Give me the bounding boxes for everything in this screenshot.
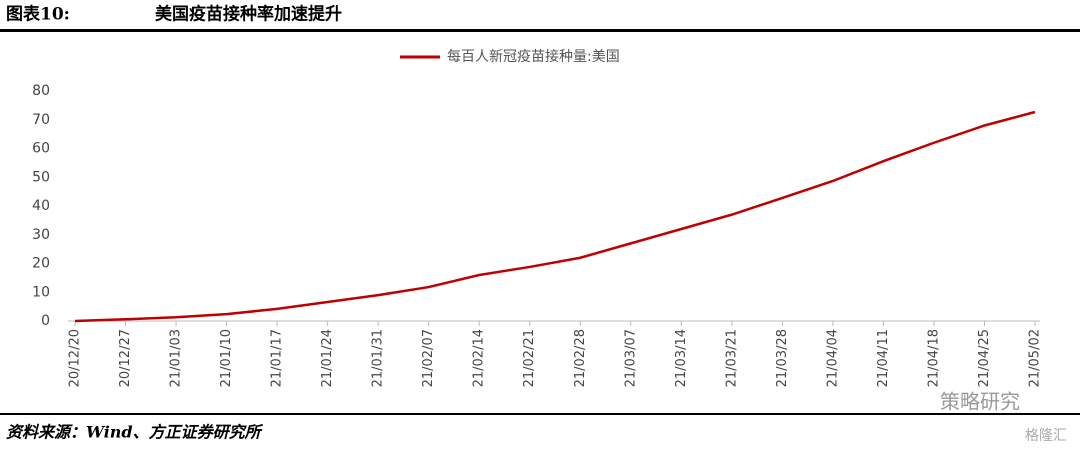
x-tick-label: 20/12/27 <box>118 329 133 387</box>
y-tick-label: 10 <box>32 284 50 300</box>
x-tick-label: 21/04/25 <box>977 329 992 387</box>
watermark-wechat: 策略研究 <box>940 390 1020 414</box>
figure-title: 美国疫苗接种率加速提升 <box>155 4 342 25</box>
y-tick-label: 0 <box>41 313 50 329</box>
y-tick-label: 60 <box>32 141 50 157</box>
y-tick-label: 80 <box>32 83 50 99</box>
x-tick-label: 21/01/24 <box>320 329 335 387</box>
x-tick-label: 21/04/18 <box>926 329 941 387</box>
header-rule <box>0 29 1080 32</box>
x-tick-label: 21/01/17 <box>270 329 285 387</box>
x-tick-label: 21/02/21 <box>522 329 537 387</box>
y-tick-label: 70 <box>32 112 50 128</box>
data-line <box>74 110 1036 323</box>
x-tick-label: 21/02/07 <box>421 329 436 387</box>
x-tick-label: 21/03/28 <box>775 329 790 387</box>
legend-label: 每百人新冠疫苗接种量:美国 <box>447 48 620 65</box>
figure-label: 图表10: <box>6 4 70 25</box>
y-tick-label: 30 <box>32 227 50 243</box>
x-tick-label: 21/01/03 <box>169 329 184 387</box>
y-tick-label: 20 <box>32 256 50 272</box>
source-note: 资料来源：Wind、方正证券研究所 <box>6 423 264 442</box>
x-tick-label: 21/01/31 <box>371 329 386 387</box>
x-tick-label: 21/01/10 <box>219 329 234 387</box>
x-tick-label: 21/03/07 <box>623 329 638 387</box>
footer-rule <box>0 413 1080 415</box>
watermark-site: 格隆汇 <box>1025 428 1067 444</box>
x-tick-label: 20/12/20 <box>68 329 83 387</box>
x-tick-label: 21/02/28 <box>573 329 588 387</box>
plot: 0 10 20 30 40 50 60 70 80 20/12/20 20/12/27 21/01/0… <box>32 48 1042 387</box>
y-tick-label: 50 <box>32 169 50 185</box>
y-tick-label: 40 <box>32 198 50 214</box>
x-tick-label: 21/03/14 <box>674 329 689 387</box>
x-tick-label: 21/04/04 <box>825 329 840 387</box>
x-tick-label: 21/02/14 <box>472 329 487 387</box>
x-tick-label: 21/05/02 <box>1028 329 1043 387</box>
x-tick-label: 21/04/11 <box>876 329 891 387</box>
x-tick-label: 21/03/21 <box>724 329 739 387</box>
